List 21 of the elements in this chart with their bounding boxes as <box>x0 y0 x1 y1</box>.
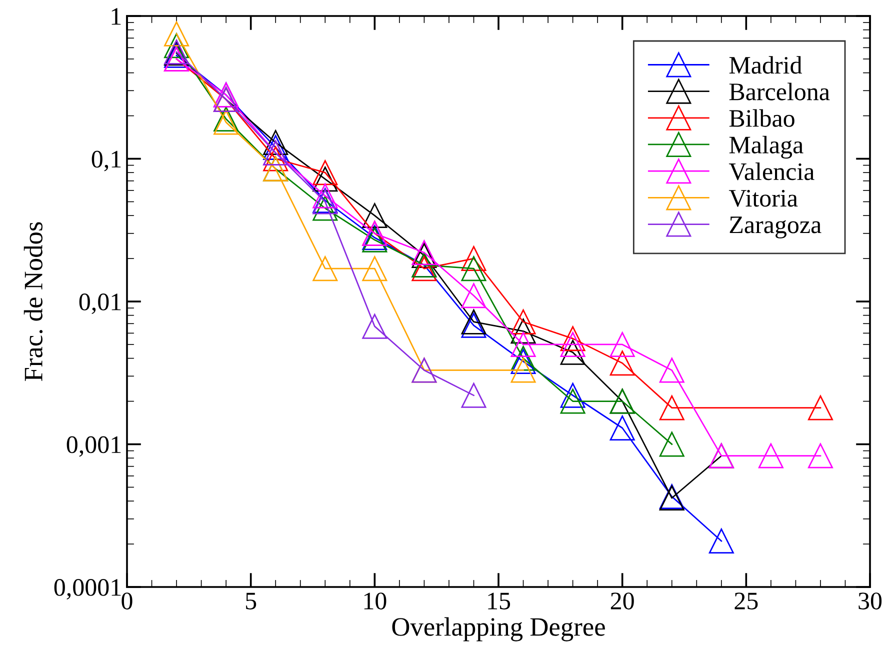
y-tick-label: 1 <box>112 8 121 25</box>
x-tick-label: 30 <box>858 592 882 610</box>
x-tick-label: 0 <box>122 592 132 610</box>
y-tick-label: 0,0001 <box>54 579 121 600</box>
y-tick-label: 0,1 <box>92 150 121 172</box>
x-tick-label: 20 <box>610 592 634 610</box>
y-axis-title: Frac. de Nodos <box>24 222 43 381</box>
legend-label: Madrid <box>729 56 802 74</box>
x-axis-title: Overlapping Degree <box>392 617 605 642</box>
legend-label: Malaga <box>729 136 804 159</box>
x-tick-label: 15 <box>488 592 510 610</box>
x-tick-label: 25 <box>734 592 758 610</box>
legend-label: Valencia <box>728 162 814 180</box>
y-tick-label: 0,001 <box>66 436 121 457</box>
legend-label: Zaragoza <box>730 216 822 238</box>
legend-label: Vitoria <box>728 190 798 207</box>
x-tick-label: 10 <box>364 592 386 610</box>
y-tick-label: 0,01 <box>79 294 121 314</box>
legend-label: Bilbao <box>729 109 794 127</box>
x-tick-label: 5 <box>246 592 256 610</box>
legend-label: Barcelona <box>729 82 830 100</box>
